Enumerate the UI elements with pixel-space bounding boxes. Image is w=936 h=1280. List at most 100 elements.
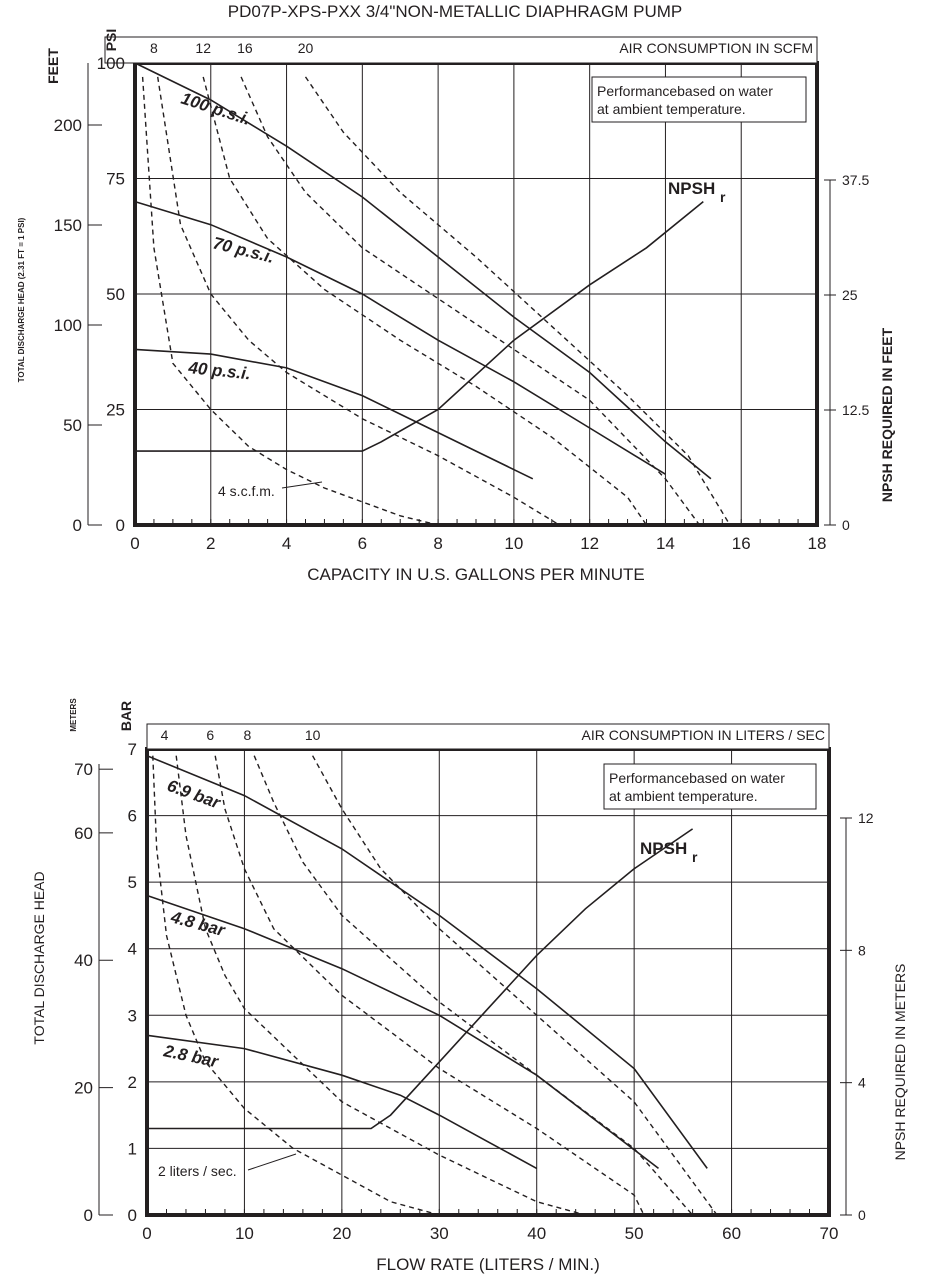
air-curve-4 xyxy=(152,755,440,1216)
top-axis-label: AIR CONSUMPTION IN LITERS / SEC xyxy=(582,727,825,743)
air-curve-4 xyxy=(141,76,439,526)
air-curve-10 xyxy=(253,755,694,1216)
air-curve-label: 4 s.c.f.m. xyxy=(218,483,275,499)
pressure-tick-label: 3 xyxy=(128,1006,137,1025)
pressure-tick-label: 7 xyxy=(128,740,137,759)
npsh-label-sub: r xyxy=(720,189,726,205)
x-tick-label: 18 xyxy=(808,534,827,553)
page-title: PD07P-XPS-PXX 3/4"NON-METALLIC DIAPHRAGM… xyxy=(228,2,682,21)
air-curve-16 xyxy=(240,76,701,526)
npsh-tick-label: 0 xyxy=(842,517,850,533)
x-tick-label: 8 xyxy=(433,534,442,553)
chart-imperial: 8 12 16 20 AIR CONSUMPTION IN SCFMPerformanc… xyxy=(17,29,895,584)
npsh-curve xyxy=(147,828,694,1130)
series-line-2 xyxy=(146,894,659,1170)
x-tick-label: 14 xyxy=(656,534,675,553)
npsh-axis-label: NPSH REQUIRED IN FEET xyxy=(879,327,895,502)
series-label-1: 6.9 bar xyxy=(165,776,224,813)
air-scale-strip xyxy=(104,36,818,64)
pressure-tick-label: 100 xyxy=(97,54,125,73)
y-label-meters: METERS xyxy=(69,698,78,732)
plot-frame xyxy=(145,747,831,1217)
npsh-tick-label: 8 xyxy=(858,942,866,958)
note-line-1: Performancebased on water xyxy=(597,83,773,99)
pressure-tick-label: 75 xyxy=(106,170,125,189)
npsh-tick-label: 12 xyxy=(858,810,874,826)
pressure-tick-label: 0 xyxy=(116,516,125,535)
air-scale-strip xyxy=(146,723,830,750)
x-tick-label: 0 xyxy=(130,534,139,553)
air-curve-label: 2 liters / sec. xyxy=(158,1163,237,1179)
air-curve-8 xyxy=(157,76,560,526)
air-curve-8 xyxy=(214,755,645,1216)
head-tick-label: 40 xyxy=(74,951,93,970)
x-tick-label: 12 xyxy=(580,534,599,553)
air-curve-6 xyxy=(175,755,586,1216)
series-line-3 xyxy=(146,1034,538,1170)
x-tick-label: 16 xyxy=(732,534,751,553)
y-label-bar: BAR xyxy=(118,701,134,731)
series-line-1 xyxy=(146,754,708,1169)
pressure-tick-label: 50 xyxy=(106,285,125,304)
pressure-tick-label: 6 xyxy=(128,807,137,826)
series-label-3: 40 p.s.i. xyxy=(187,358,252,384)
top-tick-label: 4 xyxy=(161,727,169,743)
x-tick-label: 2 xyxy=(206,534,215,553)
x-tick-label: 10 xyxy=(504,534,523,553)
head-tick-label: 150 xyxy=(54,216,82,235)
npsh-tick-label: 0 xyxy=(858,1207,866,1223)
x-tick-label: 30 xyxy=(430,1224,449,1243)
top-tick-label: 6 xyxy=(206,727,214,743)
npsh-curve xyxy=(135,200,704,452)
head-tick-label: 200 xyxy=(54,116,82,135)
note-line-2: at ambient temperature. xyxy=(597,101,746,117)
head-tick-label: 0 xyxy=(73,516,82,535)
pressure-tick-label: 0 xyxy=(128,1206,137,1225)
note-box xyxy=(603,763,817,810)
head-tick-label: 70 xyxy=(74,760,93,779)
series-line-1 xyxy=(134,62,712,480)
x-tick-label: 60 xyxy=(722,1224,741,1243)
x-tick-label: 40 xyxy=(527,1224,546,1243)
air-curve-12 xyxy=(202,76,648,526)
head-tick-label: 100 xyxy=(54,316,82,335)
air-curve-20 xyxy=(304,76,731,526)
top-tick-label: 8 xyxy=(243,727,251,743)
head-tick-label: 50 xyxy=(63,416,82,435)
x-axis-label: CAPACITY IN U.S. GALLONS PER MINUTE xyxy=(307,565,645,584)
x-tick-label: 0 xyxy=(142,1224,151,1243)
pressure-tick-label: 4 xyxy=(128,940,137,959)
chart-metric: 4 6 8 10 AIR CONSUMPTION IN LITERS / SECPerf… xyxy=(31,698,908,1274)
note-line-2: at ambient temperature. xyxy=(609,788,758,804)
y-label-psi: PSI xyxy=(103,29,119,52)
npsh-label: NPSH xyxy=(640,839,687,858)
y-label-feet: FEET xyxy=(45,48,61,84)
top-tick-label: 12 xyxy=(195,40,211,56)
note-line-1: Performancebased on water xyxy=(609,770,785,786)
npsh-tick-label: 4 xyxy=(858,1075,866,1091)
air-curve-12 xyxy=(311,755,718,1216)
npsh-label: NPSH xyxy=(668,179,715,198)
npsh-tick-label: 37.5 xyxy=(842,172,869,188)
x-tick-label: 10 xyxy=(235,1224,254,1243)
head-tick-label: 20 xyxy=(74,1079,93,1098)
pressure-tick-label: 5 xyxy=(128,873,137,892)
top-tick-label: 10 xyxy=(305,727,321,743)
series-line-2 xyxy=(134,200,666,475)
x-tick-label: 70 xyxy=(820,1224,839,1243)
x-tick-label: 4 xyxy=(282,534,291,553)
top-tick-label: 8 xyxy=(150,40,158,56)
x-tick-label: 6 xyxy=(358,534,367,553)
npsh-tick-label: 25 xyxy=(842,287,858,303)
pressure-tick-label: 25 xyxy=(106,401,125,420)
y-label-head: TOTAL DISCHARGE HEAD xyxy=(31,871,47,1044)
series-label-3: 2.8 bar xyxy=(161,1041,221,1071)
head-tick-label: 60 xyxy=(74,824,93,843)
note-box xyxy=(591,76,807,123)
head-tick-label: 0 xyxy=(84,1206,93,1225)
series-line-3 xyxy=(134,348,534,480)
air-label-pointer xyxy=(281,481,323,489)
npsh-label-sub: r xyxy=(692,849,698,865)
pressure-tick-label: 1 xyxy=(128,1139,137,1158)
